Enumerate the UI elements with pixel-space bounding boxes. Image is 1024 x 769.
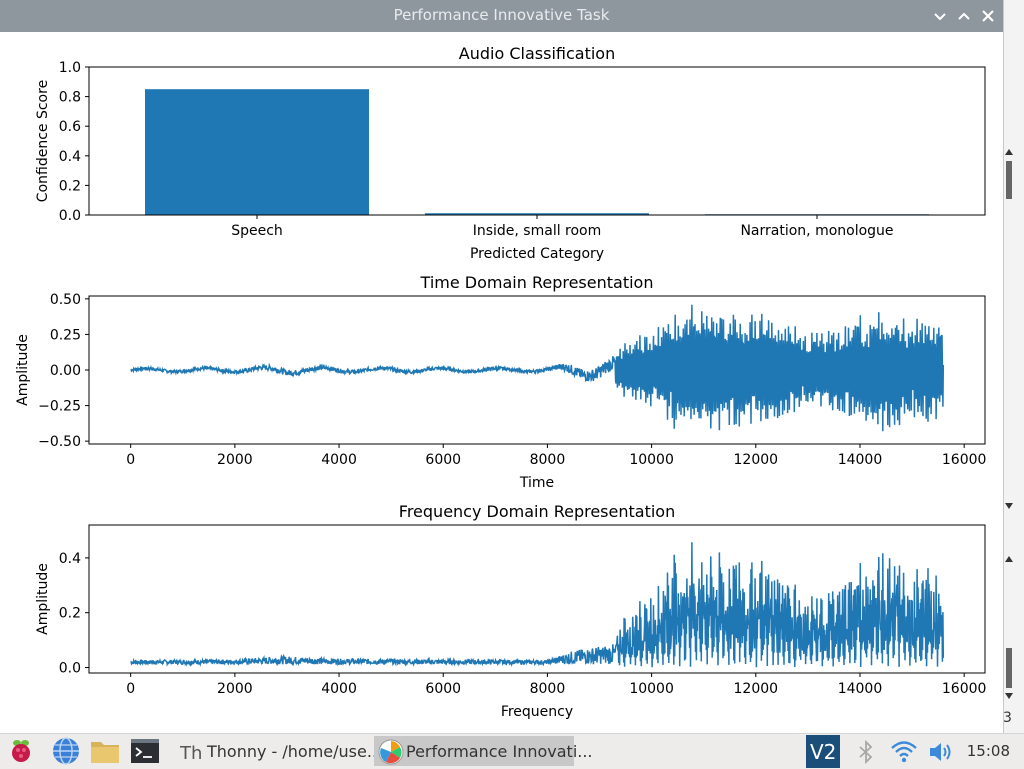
y-tick-label: 0.50 — [50, 292, 81, 308]
scroll-thumb — [1006, 648, 1012, 688]
close-icon — [982, 10, 994, 22]
scroll-up-arrow-icon — [1005, 149, 1013, 155]
taskbar: Th Thonny - /home/use... Performance Inn… — [0, 733, 1024, 769]
y-tick-label: 0.0 — [59, 208, 81, 224]
y-tick-label: 0.8 — [59, 90, 81, 106]
plot-window: Performance Innovative Task Audio Classi… — [0, 0, 1003, 733]
vnc-icon[interactable]: V2 — [806, 735, 840, 768]
matplotlib-icon — [378, 739, 404, 765]
background-scrollbar-top[interactable] — [1003, 145, 1015, 515]
chart-2: Frequency Domain Representation Frequency… — [35, 502, 986, 720]
y-tick-label: 0.2 — [59, 178, 81, 194]
y-axis-label: Confidence Score — [35, 80, 51, 202]
chart-0: Audio Classification Predicted Category Co… — [35, 44, 986, 262]
series-line — [130, 304, 945, 432]
scroll-up-arrow-icon — [1005, 556, 1013, 562]
x-tick-label: 6000 — [425, 681, 461, 697]
y-tick-label: 0.6 — [59, 119, 81, 135]
minimize-button[interactable] — [930, 6, 950, 26]
y-tick-label: 0.0 — [59, 661, 81, 677]
x-axis-label: Time — [519, 475, 554, 491]
x-tick-label: 14000 — [838, 452, 883, 468]
x-tick-label: Narration, monologue — [740, 223, 893, 239]
bluetooth-icon[interactable] — [856, 740, 876, 764]
axes-frame — [88, 524, 986, 674]
background-scrollbar-bottom[interactable] — [1003, 552, 1015, 702]
x-tick-label: 0 — [126, 452, 135, 468]
raspberry-menu-icon[interactable] — [6, 736, 36, 766]
x-tick-label: 16000 — [942, 452, 987, 468]
x-tick-label: 10000 — [629, 681, 674, 697]
x-tick-label: 0 — [126, 681, 135, 697]
close-button[interactable] — [978, 6, 998, 26]
chart-title: Audio Classification — [459, 44, 615, 63]
x-tick-label: 4000 — [321, 681, 357, 697]
file-manager-icon[interactable] — [90, 736, 120, 766]
chevron-down-icon — [934, 13, 946, 21]
maximize-button[interactable] — [954, 6, 974, 26]
x-tick-label: 2000 — [217, 452, 253, 468]
x-tick-label: 2000 — [217, 681, 253, 697]
y-tick-label: 0.4 — [59, 149, 81, 165]
terminal-icon[interactable] — [130, 736, 160, 766]
figure-svg: Audio Classification Predicted Category Co… — [15, 44, 986, 720]
title-bar[interactable]: Performance Innovative Task — [0, 0, 1003, 32]
clock: 15:08 — [966, 742, 1010, 760]
volume-icon[interactable] — [928, 740, 956, 764]
x-tick-label: 8000 — [530, 452, 566, 468]
y-tick-label: 0.25 — [50, 327, 81, 343]
y-tick-label: −0.50 — [38, 434, 81, 450]
scroll-down-arrow-icon — [1005, 693, 1013, 699]
bar — [425, 213, 649, 215]
chart-title: Time Domain Representation — [420, 273, 654, 292]
svg-text:V2: V2 — [810, 740, 836, 764]
chart-1: Time Domain Representation Time Amplitude 0… — [15, 273, 986, 491]
thonny-icon: Th — [179, 743, 201, 763]
x-tick-label: Inside, small room — [473, 223, 602, 239]
x-tick-label: Speech — [231, 223, 283, 239]
x-tick-label: 12000 — [734, 452, 779, 468]
x-tick-label: 8000 — [530, 681, 566, 697]
svg-text:Th: Th — [179, 743, 201, 763]
y-tick-label: 1.0 — [59, 60, 81, 76]
y-axis-label: Amplitude — [35, 563, 51, 635]
y-axis-label: Amplitude — [15, 334, 31, 406]
x-tick-label: 10000 — [629, 452, 674, 468]
bar — [145, 89, 369, 215]
series-line — [130, 542, 945, 668]
task-thonny[interactable]: Th Thonny - /home/use... — [175, 736, 382, 766]
window-title: Performance Innovative Task — [393, 6, 610, 24]
figure-canvas: Audio Classification Predicted Category Co… — [0, 32, 1003, 733]
x-tick-label: 16000 — [942, 681, 987, 697]
task-label: Thonny - /home/use... — [207, 742, 383, 761]
chart-title: Frequency Domain Representation — [399, 502, 675, 521]
axes-frame — [88, 295, 986, 445]
web-browser-icon[interactable] — [51, 736, 81, 766]
x-tick-label: 14000 — [838, 681, 883, 697]
wifi-icon[interactable] — [890, 739, 918, 765]
x-tick-label: 4000 — [321, 452, 357, 468]
scroll-down-arrow-icon — [1005, 503, 1013, 509]
y-tick-label: −0.25 — [38, 399, 81, 415]
task-performance-innovative[interactable]: Performance Innovati... — [374, 736, 593, 766]
y-tick-label: 0.4 — [59, 551, 81, 567]
y-tick-label: 0.00 — [50, 363, 81, 379]
x-tick-label: 12000 — [734, 681, 779, 697]
scroll-thumb — [1006, 161, 1012, 199]
axes-frame — [88, 66, 986, 216]
x-axis-label: Frequency — [501, 704, 573, 720]
background-text: 3 — [1003, 710, 1012, 726]
x-axis-label: Predicted Category — [470, 246, 604, 262]
x-tick-label: 6000 — [425, 452, 461, 468]
task-label: Performance Innovati... — [406, 742, 593, 761]
chevron-up-icon — [958, 12, 970, 20]
y-tick-label: 0.2 — [59, 606, 81, 622]
